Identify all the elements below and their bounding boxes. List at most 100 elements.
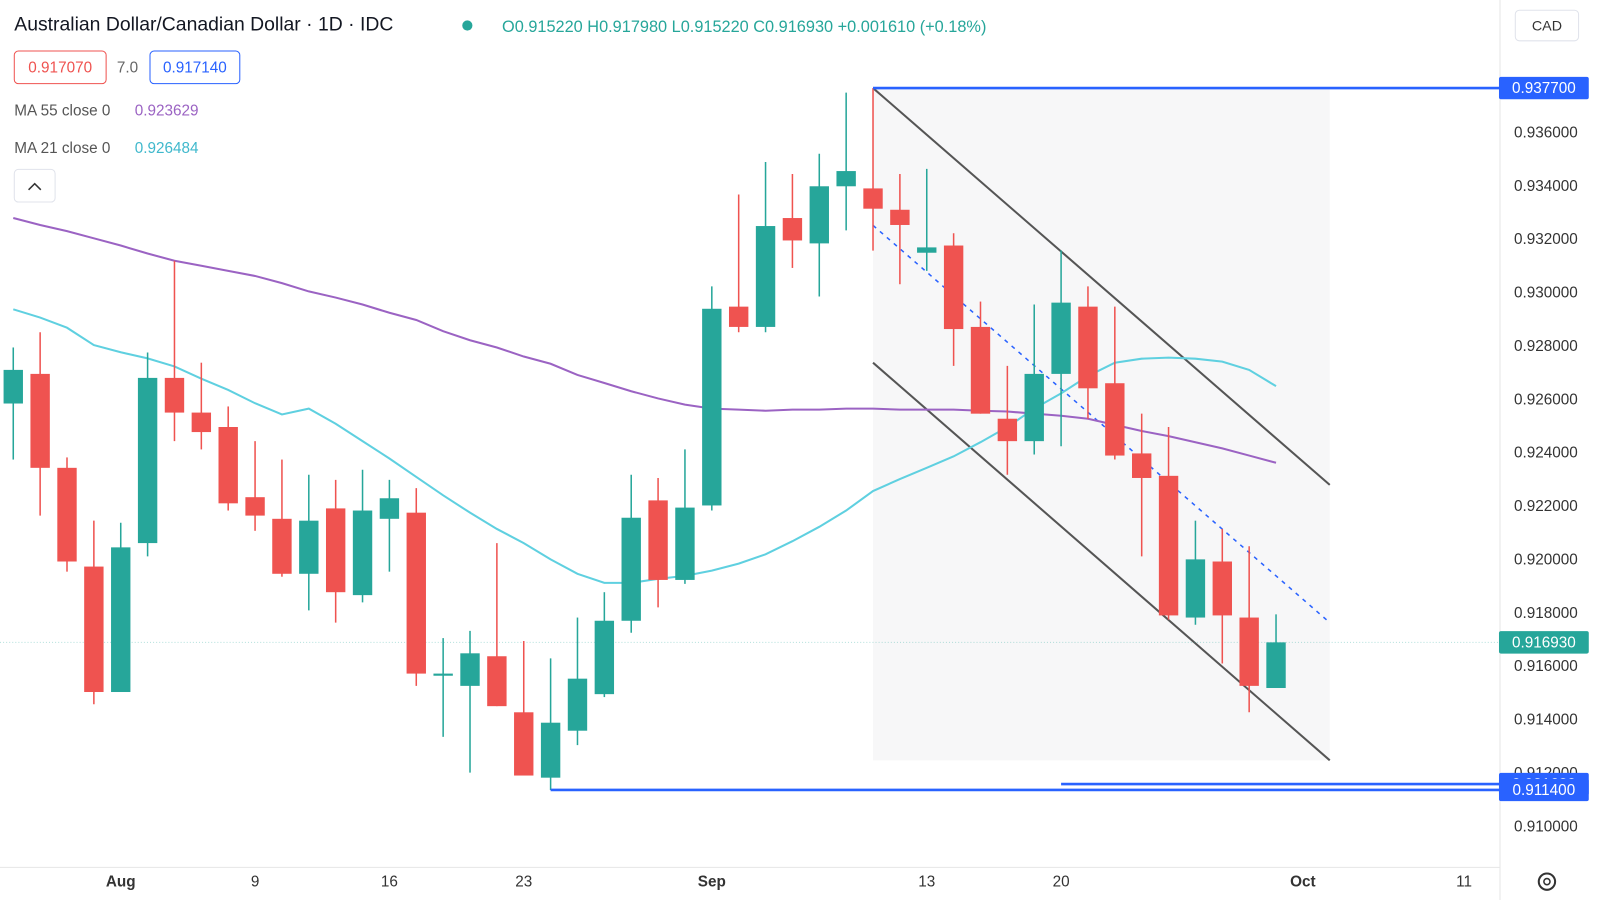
candle-body xyxy=(325,508,346,593)
y-tick-label: 0.934000 xyxy=(1514,178,1578,195)
y-tick-label: 0.936000 xyxy=(1514,124,1578,141)
candle-body xyxy=(702,308,722,506)
candle-body xyxy=(111,547,131,693)
candle-body xyxy=(1239,617,1259,686)
candle-body xyxy=(675,507,695,580)
candle-body xyxy=(1185,559,1206,618)
candle-body xyxy=(191,412,212,433)
collapse-button[interactable] xyxy=(13,168,56,203)
x-tick-label: 13 xyxy=(918,874,935,891)
candle-body xyxy=(809,186,829,244)
candle-body xyxy=(755,226,776,327)
candle-body xyxy=(3,369,23,404)
ma55-legend: MA 55 close 0 xyxy=(14,102,110,119)
y-tick-label: 0.924000 xyxy=(1514,445,1578,462)
candle-body xyxy=(621,517,641,621)
candle-body xyxy=(943,245,964,330)
candle-body xyxy=(137,377,158,544)
buy-button[interactable] xyxy=(149,50,241,85)
ma21-value: 0.926484 xyxy=(135,140,199,157)
gear-ring xyxy=(1537,872,1557,891)
candle-body xyxy=(1266,642,1286,689)
candle-body xyxy=(30,373,50,468)
candle-body xyxy=(782,218,803,241)
candle-body xyxy=(890,209,910,225)
candle-body xyxy=(648,500,668,580)
channel-upper xyxy=(872,87,1331,486)
y-tick-label: 0.920000 xyxy=(1514,551,1578,568)
candle-body xyxy=(433,673,453,676)
ohlc-values: O0.915220 H0.917980 L0.915220 C0.916930 … xyxy=(502,18,986,36)
candle-body xyxy=(514,712,534,776)
candle-body xyxy=(997,418,1018,442)
candle-body xyxy=(299,520,319,574)
gear-hub xyxy=(1543,877,1551,886)
candle-body xyxy=(1158,475,1179,616)
x-tick-label: 20 xyxy=(1053,874,1070,891)
moving-average-line xyxy=(13,217,1277,464)
settings-icon[interactable] xyxy=(1537,872,1557,891)
candle-body xyxy=(970,326,991,414)
candle-body xyxy=(863,188,883,209)
candle-body xyxy=(594,620,615,695)
candle-body xyxy=(1051,302,1071,374)
level-label: 0.911400 xyxy=(1513,782,1576,799)
symbol-title: Australian Dollar/Canadian Dollar · 1D ·… xyxy=(14,14,393,36)
candle-body xyxy=(406,512,426,674)
sell-button[interactable] xyxy=(13,50,107,85)
x-tick-label: Oct xyxy=(1290,874,1316,891)
spread: 7.0 xyxy=(117,59,138,76)
candle-body xyxy=(1105,383,1125,456)
x-tick-label: 11 xyxy=(1456,874,1472,891)
status-dot xyxy=(462,20,473,31)
candle-body xyxy=(245,497,265,516)
currency: CAD xyxy=(1532,18,1562,34)
ma55-value: 0.923629 xyxy=(135,102,199,119)
y-tick-label: 0.910000 xyxy=(1514,818,1578,835)
candle-body xyxy=(57,467,77,562)
x-tick-label: 23 xyxy=(515,874,532,891)
x-tick-label: 16 xyxy=(381,874,398,891)
y-tick-label: 0.914000 xyxy=(1514,712,1578,729)
bid-price: 0.917070 xyxy=(28,59,92,76)
level-label-box xyxy=(1498,76,1589,100)
candle-body xyxy=(1132,453,1152,478)
ask-price: 0.917140 xyxy=(163,59,227,76)
candle-body xyxy=(1024,373,1044,442)
candle-body xyxy=(1212,561,1232,616)
y-tick-label: 0.922000 xyxy=(1514,498,1578,515)
channel-lower xyxy=(872,361,1331,762)
candle-body xyxy=(164,377,185,413)
candle-body xyxy=(1078,306,1098,389)
y-tick-label: 0.932000 xyxy=(1514,231,1578,248)
y-tick-label: 0.926000 xyxy=(1514,391,1578,408)
candle-body xyxy=(272,518,292,574)
x-tick-label: Aug xyxy=(106,874,136,891)
last-price-label: 0.916930 xyxy=(1512,634,1576,651)
candle-body xyxy=(352,510,373,596)
y-tick-label: 0.930000 xyxy=(1514,285,1578,302)
candle-body xyxy=(487,656,507,707)
candle-body xyxy=(540,722,561,778)
moving-average-line xyxy=(12,308,1277,584)
y-tick-label: 0.918000 xyxy=(1514,605,1578,622)
candle-body xyxy=(567,678,588,731)
candle-body xyxy=(728,306,749,327)
ma21-legend: MA 21 close 0 xyxy=(14,140,110,157)
x-tick-label: Sep xyxy=(698,874,726,891)
level-label-box xyxy=(1498,778,1589,802)
candle-body xyxy=(218,427,238,504)
candle-body xyxy=(379,498,400,519)
candle-body xyxy=(917,247,937,253)
level-label: 0.937700 xyxy=(1512,80,1576,97)
candle-body xyxy=(460,653,480,686)
last-price-box xyxy=(1498,631,1589,654)
chevron-icon xyxy=(28,182,42,191)
y-tick-label: 0.928000 xyxy=(1514,338,1578,355)
y-tick-label: 0.916000 xyxy=(1514,658,1578,675)
currency-button[interactable] xyxy=(1514,9,1580,42)
candle-body xyxy=(836,171,856,187)
